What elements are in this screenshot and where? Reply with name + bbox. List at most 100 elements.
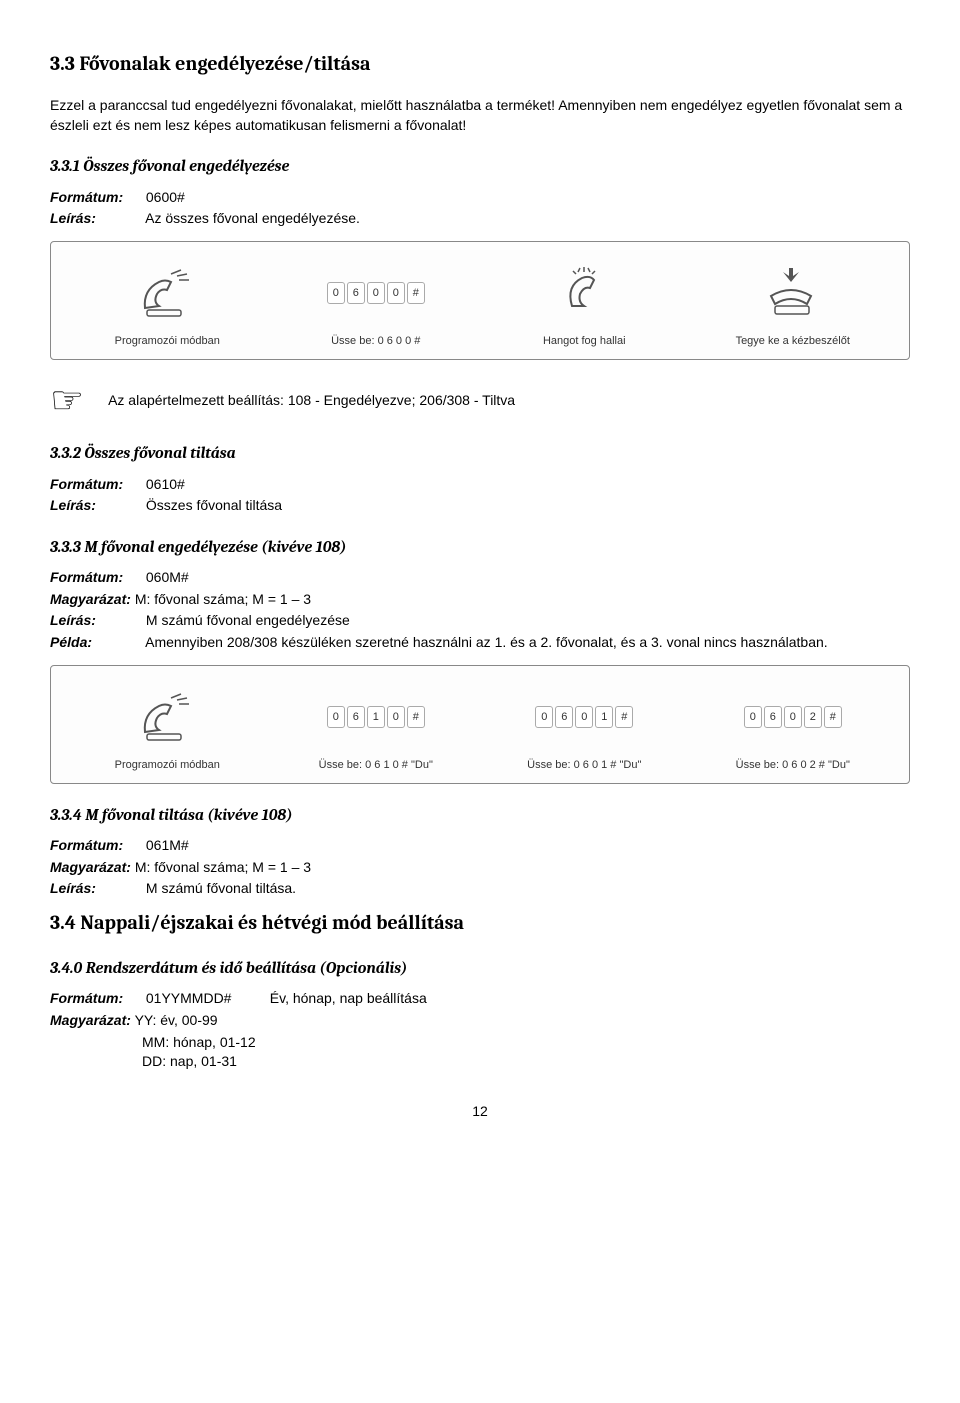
note-331: ☞ Az alapértelmezett beállítás: 108 - En… — [50, 382, 910, 420]
format-label: Formátum: — [50, 568, 142, 588]
phone-offhook-icon — [137, 266, 197, 320]
key: 0 — [387, 282, 405, 304]
key: 0 — [327, 706, 345, 728]
key: 0 — [575, 706, 593, 728]
keypad-0600: 0 6 0 0 # — [327, 282, 425, 304]
desc-value: Összes fővonal tiltása — [146, 497, 282, 513]
desc-row-334: Leírás: M számú fővonal tiltása. — [50, 879, 910, 899]
mag-label: Magyarázat: — [50, 1012, 131, 1028]
section-34-title: 3.4 Nappali/éjszakai és hétvégi mód beál… — [50, 909, 910, 937]
key: 0 — [535, 706, 553, 728]
pelda-row-333: Példa: Amennyiben 208/308 készüléken sze… — [50, 633, 910, 653]
step-input: 0 6 0 0 # Üsse be: 0 6 0 0 # — [276, 260, 476, 349]
phone-offhook-icon — [137, 690, 197, 744]
mag-label: Magyarázat: — [50, 859, 131, 875]
desc-row-331: Leírás: Az összes fővonal engedélyezése. — [50, 209, 910, 229]
d2-step1-label: Programozói módban — [67, 758, 267, 773]
key: 6 — [764, 706, 782, 728]
key: # — [824, 706, 842, 728]
diagram-331: Programozói módban 0 6 0 0 # Üsse be: 0 … — [50, 241, 910, 360]
mag-row-334: Magyarázat: M: fővonal száma; M = 1 – 3 — [50, 858, 910, 878]
keypad-0601: 0 6 0 1 # — [535, 706, 633, 728]
section-340-title: 3.4.0 Rendszerdátum és idő beállítása (O… — [50, 957, 910, 979]
desc-label: Leírás: — [50, 879, 142, 899]
mag-row-333: Magyarázat: M: fővonal száma; M = 1 – 3 — [50, 590, 910, 610]
step-sound: Hangot fog hallai — [484, 260, 684, 349]
key: 6 — [347, 706, 365, 728]
desc-row-332: Leírás: Összes fővonal tiltása — [50, 496, 910, 516]
phone-hangup-icon — [761, 266, 825, 320]
d2-step4-label: Üsse be: 0 6 0 2 # "Du" — [693, 758, 893, 773]
key: 2 — [804, 706, 822, 728]
desc-value: M számú fővonal engedélyezése — [146, 612, 350, 628]
format-extra: Év, hónap, nap beállítása — [270, 990, 427, 1006]
desc-value: M számú fővonal tiltása. — [146, 880, 296, 896]
key: 0 — [744, 706, 762, 728]
format-value: 0610# — [146, 476, 185, 492]
keypad-0610: 0 6 1 0 # — [327, 706, 425, 728]
step4-label: Tegye ke a kézbeszélőt — [693, 334, 893, 349]
section-334-title: 3.3.4 M fővonal tiltása (kivéve 108) — [50, 804, 910, 826]
key: 0 — [784, 706, 802, 728]
format-row-340: Formátum: 01YYMMDD# Év, hónap, nap beáll… — [50, 989, 910, 1009]
format-label: Formátum: — [50, 188, 142, 208]
note-text: Az alapértelmezett beállítás: 108 - Enge… — [108, 391, 515, 411]
pointing-hand-icon: ☞ — [50, 382, 84, 420]
key: 1 — [595, 706, 613, 728]
mag-row-340: Magyarázat: YY: év, 00-99 — [50, 1011, 910, 1031]
section-332-title: 3.3.2 Összes fővonal tiltása — [50, 442, 910, 464]
mag-line2: MM: hónap, 01-12 — [142, 1033, 910, 1053]
format-row-332: Formátum: 0610# — [50, 475, 910, 495]
format-row-333: Formátum: 060M# — [50, 568, 910, 588]
step-0610: 0 6 1 0 # Üsse be: 0 6 1 0 # "Du" — [276, 684, 476, 773]
step-prog-mode-2: Programozói módban — [67, 684, 267, 773]
desc-label: Leírás: — [50, 611, 142, 631]
mag-value: M: fővonal száma; M = 1 – 3 — [135, 591, 311, 607]
format-row-334: Formátum: 061M# — [50, 836, 910, 856]
format-value: 01YYMMDD# — [146, 989, 266, 1009]
page-number: 12 — [50, 1102, 910, 1122]
key: 0 — [327, 282, 345, 304]
format-label: Formátum: — [50, 836, 142, 856]
format-label: Formátum: — [50, 989, 142, 1009]
pelda-value: Amennyiben 208/308 készüléken szeretné h… — [145, 634, 828, 650]
desc-label: Leírás: — [50, 496, 142, 516]
step2-label: Üsse be: 0 6 0 0 # — [276, 334, 476, 349]
step-0602: 0 6 0 2 # Üsse be: 0 6 0 2 # "Du" — [693, 684, 893, 773]
step-0601: 0 6 0 1 # Üsse be: 0 6 0 1 # "Du" — [484, 684, 684, 773]
d2-step2-label: Üsse be: 0 6 1 0 # "Du" — [276, 758, 476, 773]
key: # — [407, 282, 425, 304]
mag-value: M: fővonal száma; M = 1 – 3 — [135, 859, 311, 875]
keypad-0602: 0 6 0 2 # — [744, 706, 842, 728]
mag-value: YY: év, 00-99 — [135, 1012, 218, 1028]
section-33-intro: Ezzel a paranccsal tud engedélyezni fővo… — [50, 96, 910, 135]
format-row-331: Formátum: 0600# — [50, 188, 910, 208]
section-331-title: 3.3.1 Összes fővonal engedélyezése — [50, 155, 910, 177]
step1-label: Programozói módban — [67, 334, 267, 349]
desc-value: Az összes fővonal engedélyezése. — [145, 210, 360, 226]
key: 1 — [367, 706, 385, 728]
section-333-title: 3.3.3 M fővonal engedélyezése (kivéve 10… — [50, 536, 910, 558]
key: 0 — [367, 282, 385, 304]
step-hangup: Tegye ke a kézbeszélőt — [693, 260, 893, 349]
section-33-title: 3.3 Fővonalak engedélyezése/tiltása — [50, 50, 910, 78]
diagram-333: Programozói módban 0 6 1 0 # Üsse be: 0 … — [50, 665, 910, 784]
desc-label: Leírás: — [50, 209, 142, 229]
d2-step3-label: Üsse be: 0 6 0 1 # "Du" — [484, 758, 684, 773]
format-label: Formátum: — [50, 475, 142, 495]
format-value: 061M# — [146, 837, 189, 853]
format-value: 060M# — [146, 569, 189, 585]
step-prog-mode: Programozói módban — [67, 260, 267, 349]
handset-sound-icon — [556, 266, 612, 320]
key: 0 — [387, 706, 405, 728]
key: 6 — [347, 282, 365, 304]
desc-row-333: Leírás: M számú fővonal engedélyezése — [50, 611, 910, 631]
key: # — [615, 706, 633, 728]
key: 6 — [555, 706, 573, 728]
step3-label: Hangot fog hallai — [484, 334, 684, 349]
mag-label: Magyarázat: — [50, 591, 131, 607]
pelda-label: Példa: — [50, 633, 142, 653]
key: # — [407, 706, 425, 728]
mag-line3: DD: nap, 01-31 — [142, 1052, 910, 1072]
format-value: 0600# — [146, 189, 185, 205]
